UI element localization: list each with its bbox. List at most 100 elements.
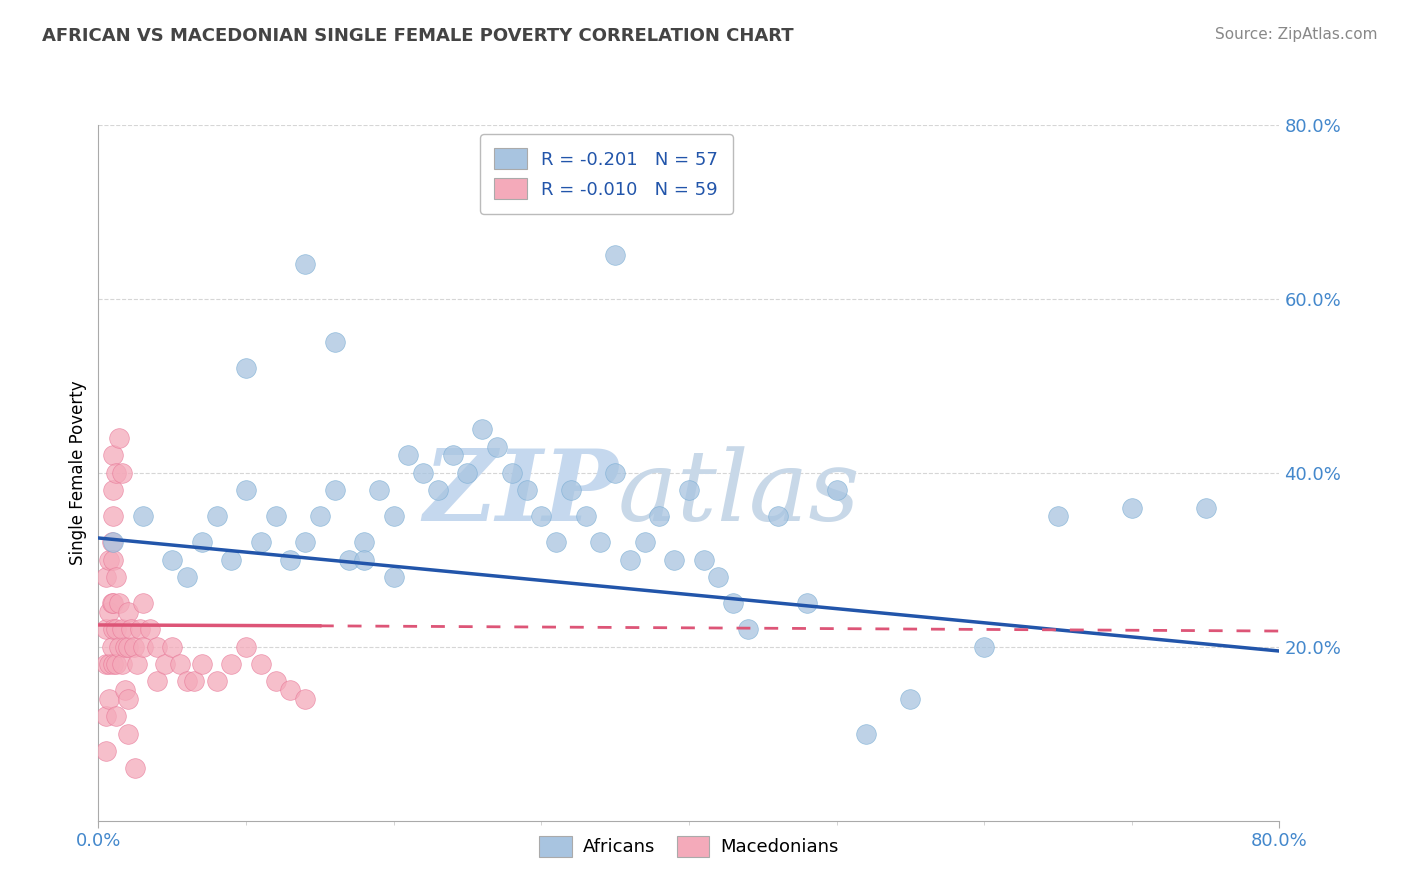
Point [235,361,257,376]
Point [103,448,125,462]
Point [456,466,478,480]
Point [117,605,139,619]
Point [111,623,134,637]
Point [471,422,494,436]
Point [132,509,155,524]
Point [132,596,155,610]
Point [117,640,139,654]
Point [120,623,142,637]
Point [619,552,641,567]
Point [278,552,302,567]
Point [973,640,995,654]
Y-axis label: Single Female Poverty: Single Female Poverty [69,381,87,565]
Point [353,535,375,549]
Legend: Africans, Macedonians: Africans, Macedonians [533,829,845,863]
Point [264,509,287,524]
Point [108,431,131,445]
Point [94,709,117,723]
Point [111,466,134,480]
Point [589,535,612,549]
Text: atlas: atlas [619,446,860,541]
Point [176,674,198,689]
Point [412,466,434,480]
Point [176,570,198,584]
Point [94,657,117,671]
Point [117,692,139,706]
Point [353,552,375,567]
Point [396,448,419,462]
Point [103,535,125,549]
Point [103,657,125,671]
Point [191,535,214,549]
Point [825,483,848,497]
Point [737,623,759,637]
Point [146,640,169,654]
Point [574,509,596,524]
Point [108,596,131,610]
Point [693,552,716,567]
Point [205,674,228,689]
Point [105,570,128,584]
Point [105,709,128,723]
Point [146,674,169,689]
Point [648,509,671,524]
Point [97,692,120,706]
Point [105,623,128,637]
Point [162,552,183,567]
Point [114,683,136,698]
Point [294,535,316,549]
Point [111,657,134,671]
Point [153,657,176,671]
Point [100,596,122,610]
Point [103,623,125,637]
Text: ZIP: ZIP [423,445,619,541]
Point [530,509,553,524]
Point [605,248,627,262]
Point [1121,500,1143,515]
Point [427,483,450,497]
Point [323,335,346,350]
Point [169,657,191,671]
Point [183,674,205,689]
Point [855,726,877,740]
Point [191,657,214,671]
Point [235,483,257,497]
Point [94,623,117,637]
Point [382,570,405,584]
Point [633,535,655,549]
Point [294,692,316,706]
Point [219,657,242,671]
Point [900,692,922,706]
Point [501,466,523,480]
Point [97,552,120,567]
Point [132,640,155,654]
Point [219,552,242,567]
Point [128,623,150,637]
Point [278,683,302,698]
Point [100,535,122,549]
Point [235,640,257,654]
Point [100,640,122,654]
Point [766,509,789,524]
Point [94,744,117,758]
Point [707,570,730,584]
Point [250,657,273,671]
Point [441,448,464,462]
Point [97,657,120,671]
Point [1195,500,1218,515]
Point [94,570,117,584]
Point [309,509,332,524]
Point [264,674,287,689]
Point [103,483,125,497]
Point [323,483,346,497]
Point [796,596,818,610]
Point [117,726,139,740]
Text: Source: ZipAtlas.com: Source: ZipAtlas.com [1215,27,1378,42]
Point [486,440,509,454]
Point [103,596,125,610]
Point [103,552,125,567]
Point [544,535,567,549]
Point [122,640,145,654]
Point [664,552,686,567]
Point [125,657,148,671]
